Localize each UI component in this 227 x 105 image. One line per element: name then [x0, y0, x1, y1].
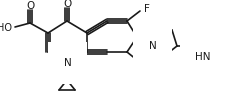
- Text: O: O: [27, 1, 35, 11]
- Text: N: N: [148, 41, 156, 51]
- Text: O: O: [64, 0, 72, 9]
- Text: F: F: [143, 4, 149, 14]
- Text: HN: HN: [194, 52, 210, 62]
- Text: F: F: [139, 59, 145, 69]
- Text: HO: HO: [0, 23, 12, 33]
- Text: N: N: [64, 58, 72, 68]
